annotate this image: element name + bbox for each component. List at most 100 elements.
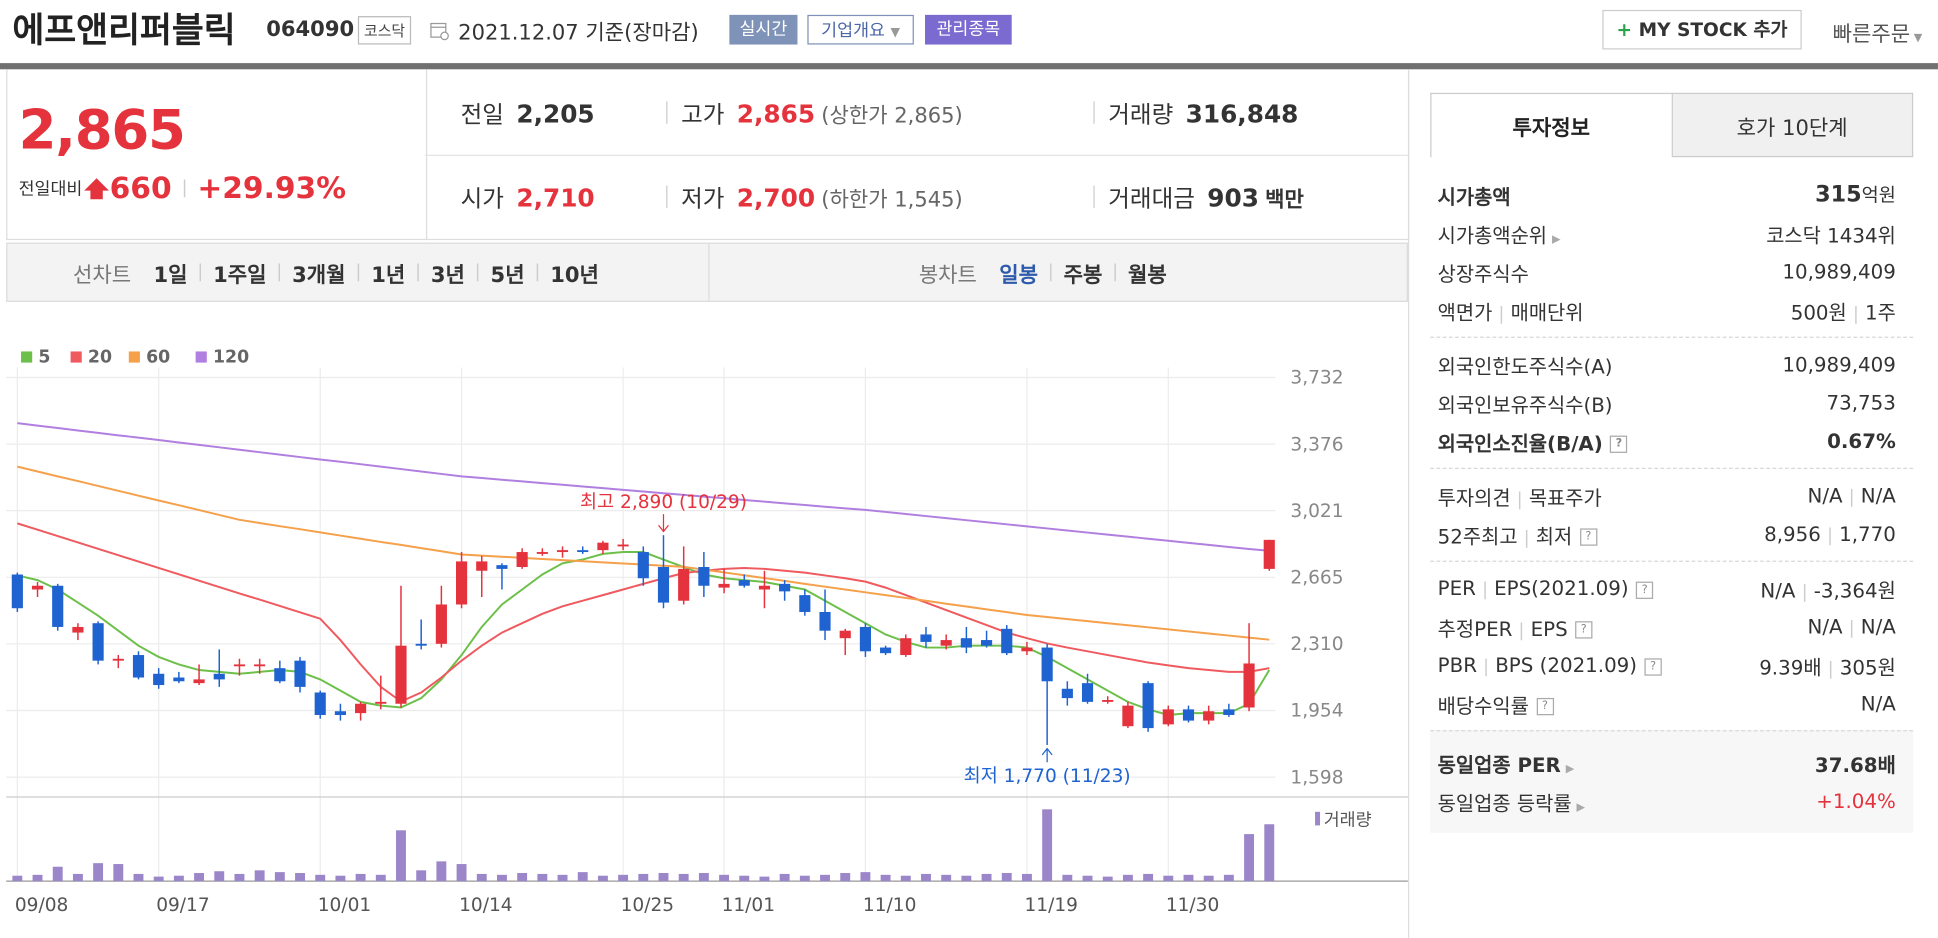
candle-body <box>859 626 871 652</box>
tab[interactable]: 10년 <box>550 262 599 288</box>
help-icon[interactable]: ? <box>1610 435 1628 453</box>
side-section: 동일업종 PER ▶ 37.68배 동일업종 등락률 ▶ +1.04% <box>1430 730 1914 833</box>
label-text: 시가총액순위 <box>1437 223 1548 247</box>
tab-sep: | <box>474 262 481 283</box>
volume-bar <box>759 876 770 882</box>
label-sep: | <box>1518 620 1525 641</box>
candle-body <box>758 585 771 590</box>
tab-sep: | <box>355 262 362 283</box>
tab[interactable]: 1주일 <box>213 262 267 288</box>
volume-bar <box>93 863 104 882</box>
candle-body <box>799 595 811 612</box>
volume-bar <box>900 875 911 882</box>
volume-legend-swatch <box>1315 811 1321 826</box>
volume-bar <box>1223 874 1234 882</box>
volume-bar <box>416 870 427 882</box>
side-row: 액면가 | 매매단위 500원 | 1주 <box>1438 291 1896 329</box>
market-badge: 코스닥 <box>357 16 412 45</box>
volume-bar <box>698 873 709 882</box>
company-button[interactable]: 기업개요 ▼ <box>807 14 914 45</box>
up-icon <box>83 178 109 200</box>
candle-body <box>920 634 932 642</box>
quote-label: 고가 <box>681 101 725 129</box>
volume-bar <box>214 871 225 882</box>
candle-body <box>779 583 791 592</box>
value-sep: | <box>1827 658 1834 679</box>
high-arrowhead <box>658 524 669 533</box>
candle-body <box>132 655 145 678</box>
help-icon[interactable]: ? <box>1579 528 1598 546</box>
candle-body <box>556 550 569 553</box>
candle-body <box>476 561 488 571</box>
tab-group-label: 선차트 <box>73 262 132 288</box>
quote-value: 2,865 <box>736 99 816 129</box>
mystock-button[interactable]: + MY STOCK 추가 <box>1602 9 1802 50</box>
quote-note: (하한가 1,545) <box>821 188 963 213</box>
tab[interactable]: 1년 <box>371 262 406 288</box>
x-tick-label: 09/08 <box>15 895 68 916</box>
volume-bar <box>678 873 689 882</box>
volume-bar <box>1062 874 1073 882</box>
side-tab[interactable]: 호가 10단계 <box>1672 92 1914 158</box>
help-icon[interactable]: ? <box>1536 697 1554 716</box>
help-icon[interactable]: ? <box>1635 581 1654 599</box>
quote-label: 전일 <box>460 101 504 129</box>
volume-bar <box>597 875 608 882</box>
label-text: 시가총액 <box>1437 185 1511 209</box>
ma-line <box>17 422 1270 552</box>
side-divider <box>1407 69 1410 938</box>
label-text: 매매단위 <box>1510 300 1584 324</box>
tab[interactable]: 주봉 <box>1063 262 1103 288</box>
realtime-button[interactable]: 실시간 <box>729 14 798 45</box>
side-tab[interactable]: 투자정보 <box>1430 92 1673 158</box>
tab[interactable]: 3년 <box>430 262 465 288</box>
side-section: 투자의견 | 목표주가 N/A | N/A 52주최고 | 최저? 8,956 | 1,770 <box>1430 467 1914 561</box>
candle-body <box>233 664 246 667</box>
volume-bar <box>274 872 285 882</box>
quote-divider <box>424 154 1408 156</box>
tab[interactable]: 5년 <box>490 262 525 288</box>
side-label: 배당수익률? <box>1438 689 1554 719</box>
side-label: 52주최고 | 최저? <box>1437 519 1598 549</box>
candle-body <box>880 647 892 654</box>
help-icon[interactable]: ? <box>1575 621 1593 639</box>
quick-order[interactable]: 빠른주문 ▼ <box>1833 16 1923 47</box>
legend-label: 5 <box>38 348 50 368</box>
tab-sep: | <box>1047 262 1054 283</box>
tab[interactable]: 일봉 <box>999 262 1038 288</box>
candle-body <box>637 552 649 579</box>
candle-tabs: 봉차트 일봉 | 주봉 | 월봉 <box>919 244 1167 301</box>
value-text: N/A <box>1760 578 1796 603</box>
volume-bar <box>476 873 487 882</box>
tab[interactable]: 1일 <box>153 262 188 288</box>
value-text: 73,753 <box>1826 391 1896 415</box>
volume-bar <box>1244 834 1255 882</box>
candle-body <box>334 711 346 715</box>
value-text: 10,989,409 <box>1782 352 1896 377</box>
chart-tabs: 선차트 1일 | 1주일 | 3개월 | 1년 | 3년 | 5년 | 10년 봉차트 일봉 | 주봉 | 월봉 <box>6 242 1408 302</box>
label-text: 외국인한도주식수(A) <box>1437 354 1613 379</box>
label-text: 액면가 <box>1437 300 1493 324</box>
y-tick-label: 1,598 <box>1290 767 1343 788</box>
candle-body <box>1001 628 1013 654</box>
header-bar <box>0 63 1938 70</box>
tab[interactable]: 3개월 <box>292 262 346 288</box>
volume-bar <box>577 872 588 882</box>
value-sep: | <box>1801 582 1808 603</box>
label-sep: | <box>1516 489 1523 510</box>
plus-icon: + <box>1616 18 1633 41</box>
value-text: 500원 <box>1790 300 1847 324</box>
candle-body <box>1263 539 1275 569</box>
volume-bar <box>173 875 184 882</box>
managed-badge[interactable]: 관리종목 <box>925 14 1012 45</box>
help-icon[interactable]: ? <box>1644 657 1662 676</box>
volume-bar <box>860 872 871 882</box>
candle-body <box>738 580 750 586</box>
quote-value: 2,710 <box>516 183 595 213</box>
candle-body <box>577 550 589 553</box>
quote-value: 903 <box>1207 183 1259 213</box>
side-label: 액면가 | 매매단위 <box>1438 295 1584 325</box>
y-tick-label: 2,310 <box>1290 634 1343 655</box>
tab[interactable]: 월봉 <box>1127 262 1167 288</box>
label-text: 52주최고 <box>1437 524 1518 548</box>
